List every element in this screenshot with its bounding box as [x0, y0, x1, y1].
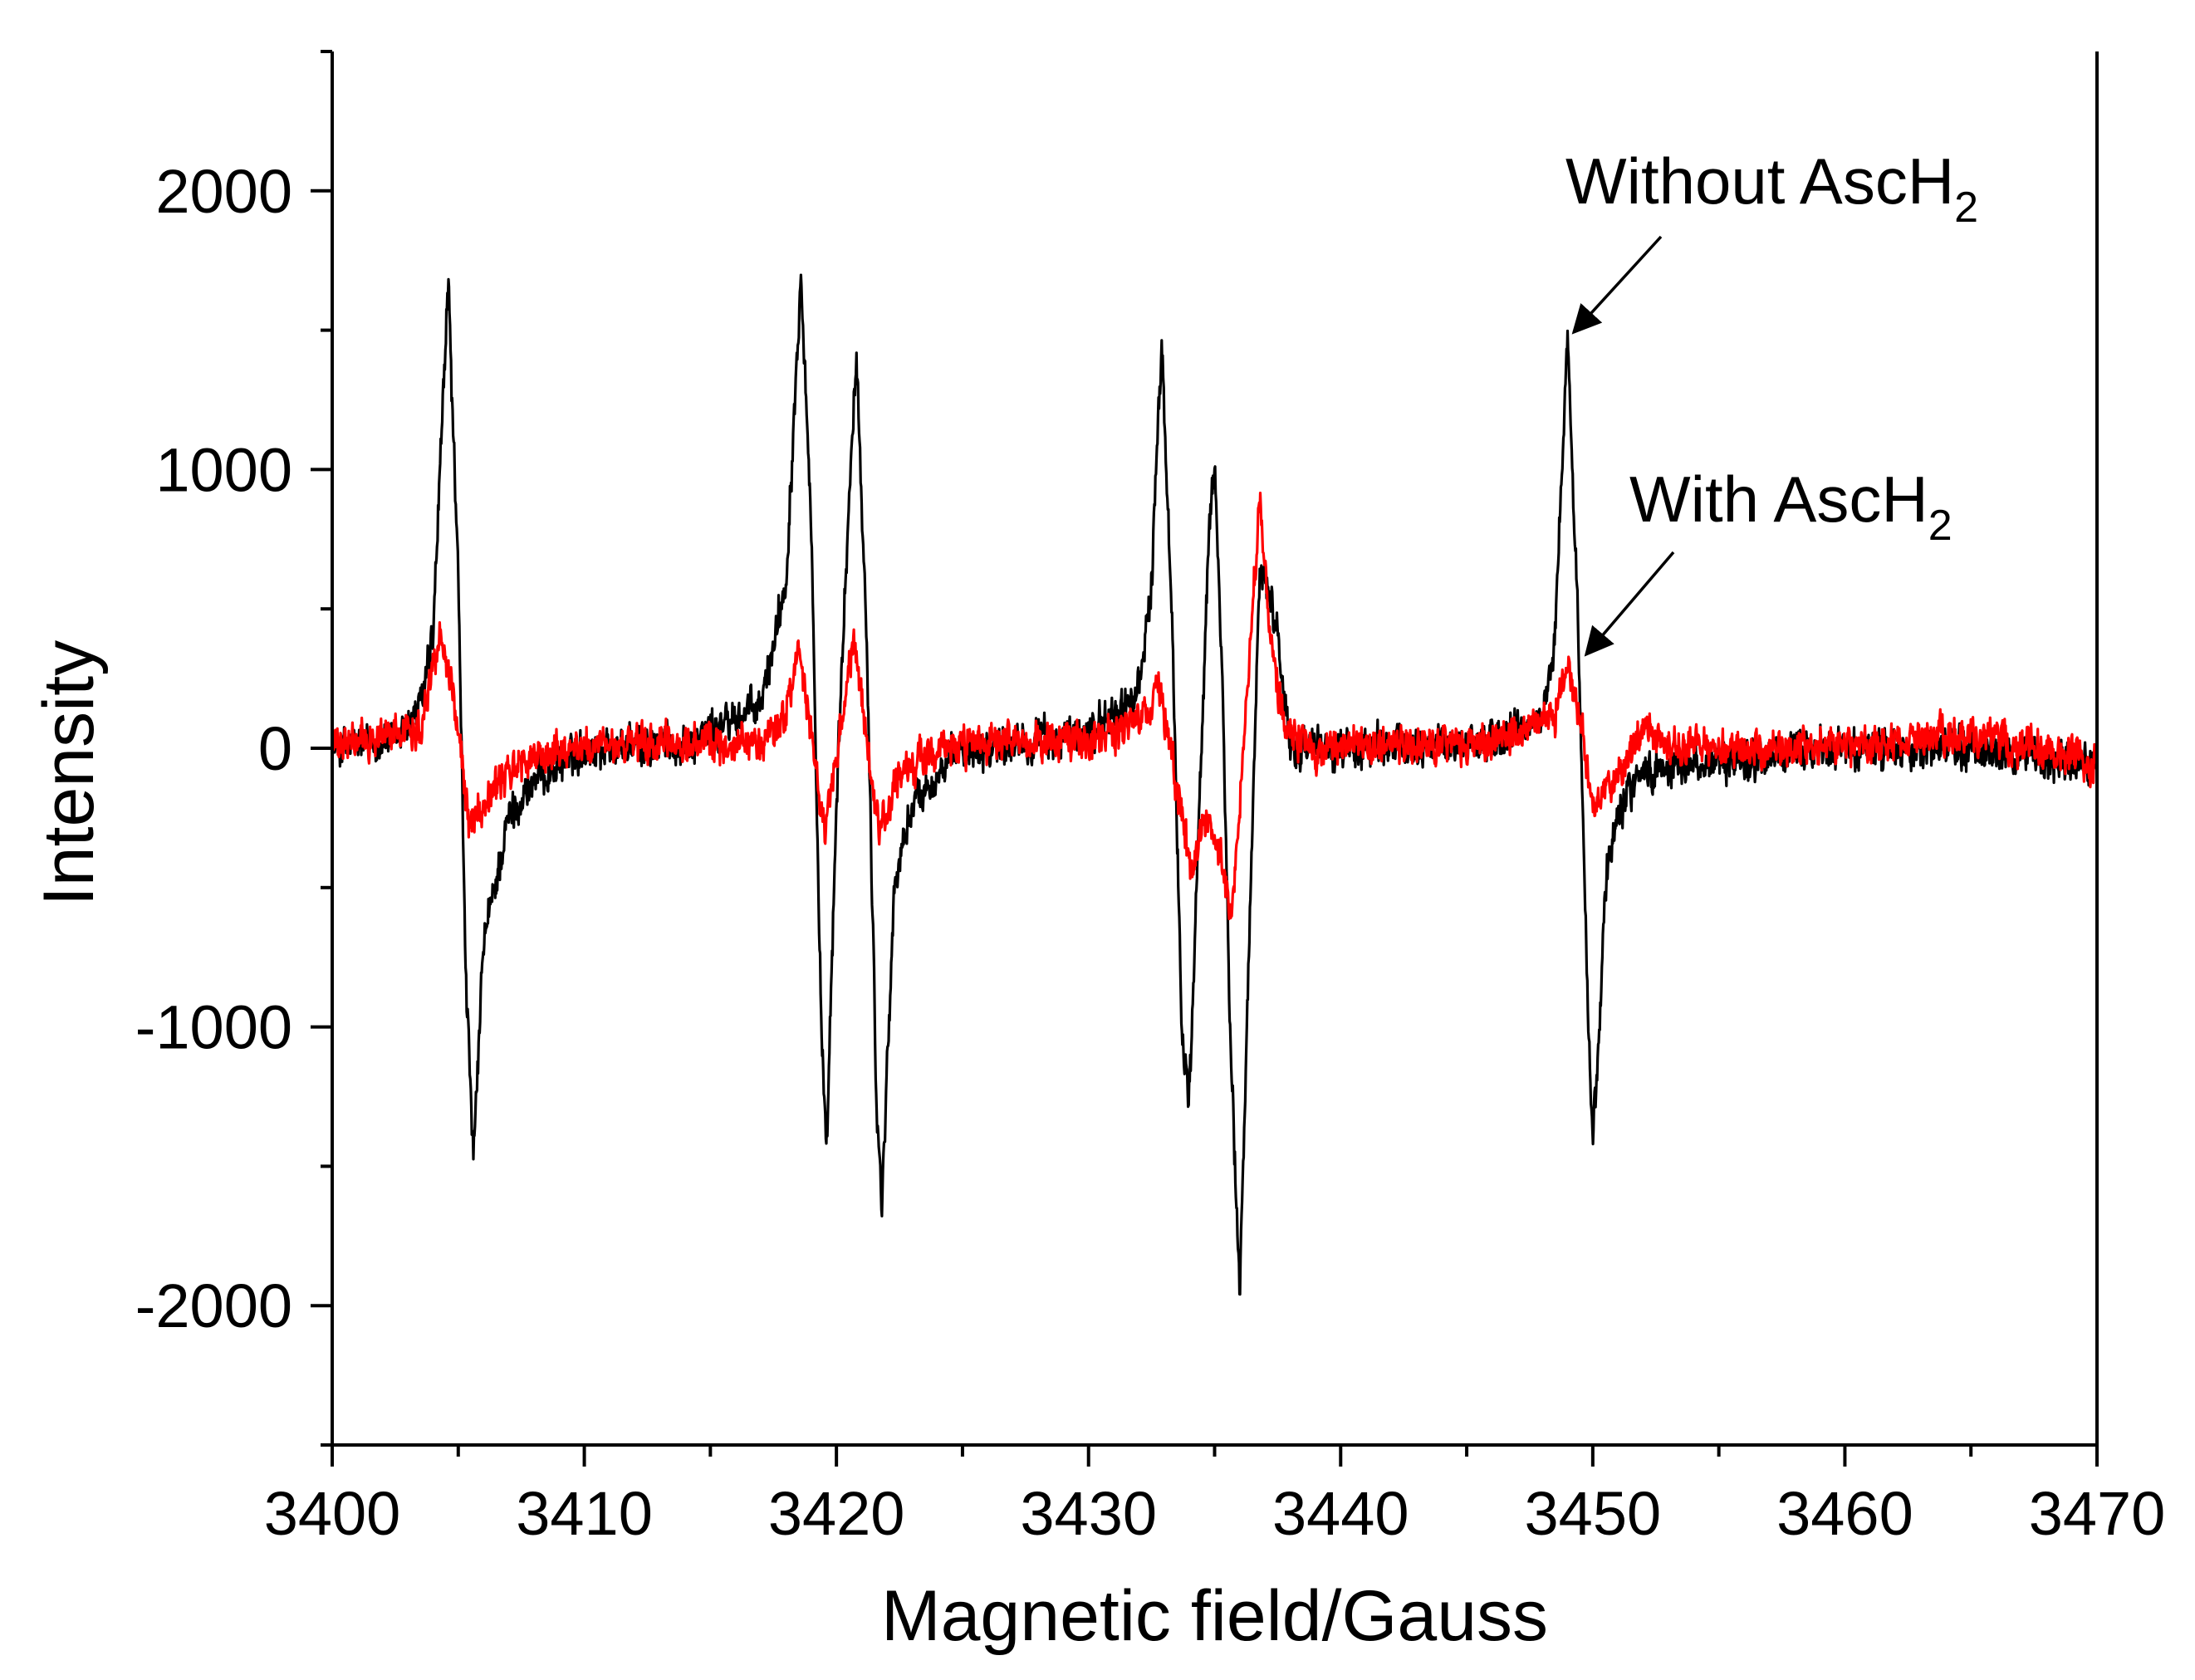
- annotation-subscript: 2: [1954, 184, 1978, 232]
- series-line-with-asch2: [331, 492, 2099, 921]
- y-axis-title: Intensity: [29, 640, 109, 906]
- x-tick-label: 3410: [516, 1479, 653, 1548]
- annotation-without-asch2: Without AscH2: [1565, 144, 1978, 232]
- y-tick-label: 2000: [155, 157, 292, 226]
- x-tick-label: 3440: [1272, 1479, 1409, 1548]
- plot-series: [331, 273, 2099, 1296]
- x-tick-label: 3460: [1776, 1479, 1913, 1548]
- x-axis-title: Magnetic field/Gauss: [881, 1576, 1548, 1656]
- annotation-with-asch2: With AscH2: [1629, 463, 1952, 550]
- y-tick-label: -1000: [135, 993, 292, 1062]
- x-tick-label: 3430: [1020, 1479, 1157, 1548]
- annotation-text: With AscH: [1629, 463, 1928, 536]
- annotation-arrow: [1584, 551, 1675, 657]
- y-tick-label: 1000: [155, 435, 292, 504]
- annotation-text: Without AscH: [1565, 144, 1954, 218]
- x-tick-label: 3450: [1525, 1479, 1662, 1548]
- x-tick-label: 3470: [2029, 1479, 2166, 1548]
- annotation-subscript: 2: [1928, 502, 1952, 550]
- y-tick-label: -2000: [135, 1271, 292, 1340]
- axes: 3400 3410 3420 3430 3440 3450 3460 3470 -2000 -10…: [135, 50, 2166, 1548]
- y-tick-label: 0: [258, 714, 292, 783]
- series-line-without-asch2: [331, 273, 2099, 1296]
- annotation-arrow: [1571, 235, 1663, 335]
- x-tick-label: 3400: [264, 1479, 401, 1548]
- x-tick-label: 3420: [768, 1479, 905, 1548]
